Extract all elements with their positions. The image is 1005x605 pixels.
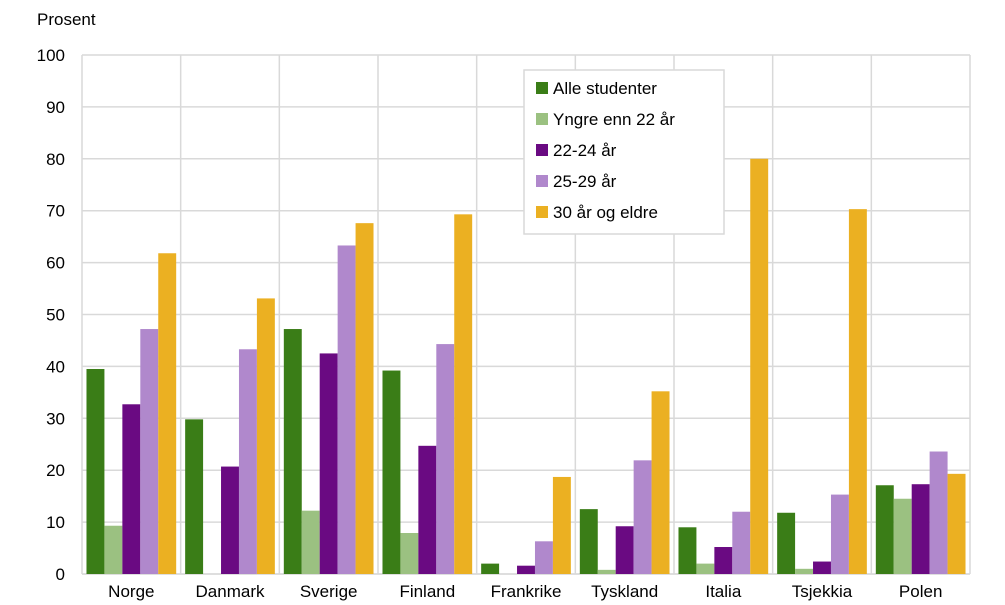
- bar: [552, 476, 571, 574]
- bar: [382, 370, 401, 574]
- y-tick-label: 0: [56, 565, 65, 584]
- bar: [418, 445, 437, 574]
- bar: [911, 484, 930, 574]
- bar: [283, 329, 302, 574]
- bar: [355, 223, 374, 574]
- x-tick-label: Frankrike: [491, 582, 562, 601]
- bar: [256, 298, 275, 574]
- x-axis-ticks: Norge Danmark Sverige Finland Frankrike Tyskl…: [108, 582, 942, 601]
- bar: [337, 245, 356, 574]
- legend-swatch: [536, 175, 548, 187]
- legend-swatch: [536, 113, 548, 125]
- bar: [104, 525, 123, 574]
- x-tick-label: Polen: [899, 582, 942, 601]
- x-tick-label: Tsjekkia: [792, 582, 853, 601]
- y-tick-label: 50: [46, 306, 65, 325]
- bar: [830, 494, 849, 574]
- x-tick-label: Finland: [399, 582, 455, 601]
- bar: [400, 532, 419, 574]
- x-tick-label: Sverige: [300, 582, 358, 601]
- x-tick-label: Tyskland: [591, 582, 658, 601]
- legend: Alle studenter Yngre enn 22 år 22-24 år 25-…: [523, 69, 725, 235]
- bar: [319, 353, 338, 574]
- bar: [714, 547, 733, 574]
- bar: [597, 569, 616, 574]
- bar: [436, 344, 455, 574]
- bar: [929, 451, 948, 574]
- y-tick-label: 100: [37, 46, 65, 65]
- bar: [579, 509, 598, 574]
- bar: [813, 561, 831, 574]
- x-tick-label: Norge: [108, 582, 154, 601]
- legend-label: 22-24 år: [553, 141, 617, 160]
- legend-swatch: [536, 206, 548, 218]
- bar: [750, 158, 769, 575]
- bar: [615, 526, 634, 574]
- bar: [185, 419, 204, 574]
- bar: [140, 329, 159, 574]
- bar: [122, 404, 141, 574]
- legend-label: 30 år og eldre: [553, 203, 658, 222]
- y-tick-label: 60: [46, 254, 65, 273]
- y-tick-label: 40: [46, 357, 65, 376]
- legend-swatch: [536, 144, 548, 156]
- legend-label: Yngre enn 22 år: [553, 110, 675, 129]
- bar: [221, 466, 239, 574]
- legend-label: 25-29 år: [553, 172, 617, 191]
- x-tick-label: Danmark: [196, 582, 265, 601]
- bar: [947, 473, 966, 574]
- bar: [732, 511, 751, 574]
- bar: [696, 563, 715, 574]
- y-tick-label: 70: [46, 202, 65, 221]
- bar: [534, 541, 553, 574]
- bar: [481, 563, 500, 574]
- bar: [633, 460, 652, 574]
- x-tick-label: Italia: [705, 582, 741, 601]
- legend-swatch: [536, 82, 548, 94]
- y-tick-label: 30: [46, 409, 65, 428]
- bar: [875, 485, 894, 574]
- y-tick-label: 90: [46, 98, 65, 117]
- y-axis-ticks: 0 10 20 30 40 50 60 70 80 90 100: [37, 46, 65, 584]
- bar: [158, 253, 177, 574]
- bar: [517, 565, 535, 574]
- bar: [301, 510, 320, 574]
- bar: [678, 527, 697, 574]
- bar: [795, 568, 814, 574]
- bar: [777, 512, 796, 574]
- legend-box: [523, 69, 725, 235]
- bar: [651, 391, 670, 574]
- y-tick-label: 10: [46, 513, 65, 532]
- bar: [238, 349, 257, 574]
- bars: [86, 158, 966, 575]
- bar: [454, 214, 473, 574]
- y-axis-title: Prosent: [37, 10, 96, 29]
- bar: [848, 209, 867, 574]
- bar: [86, 368, 105, 574]
- y-tick-label: 80: [46, 150, 65, 169]
- y-tick-label: 20: [46, 461, 65, 480]
- bar: [893, 498, 912, 574]
- legend-label: Alle studenter: [553, 79, 657, 98]
